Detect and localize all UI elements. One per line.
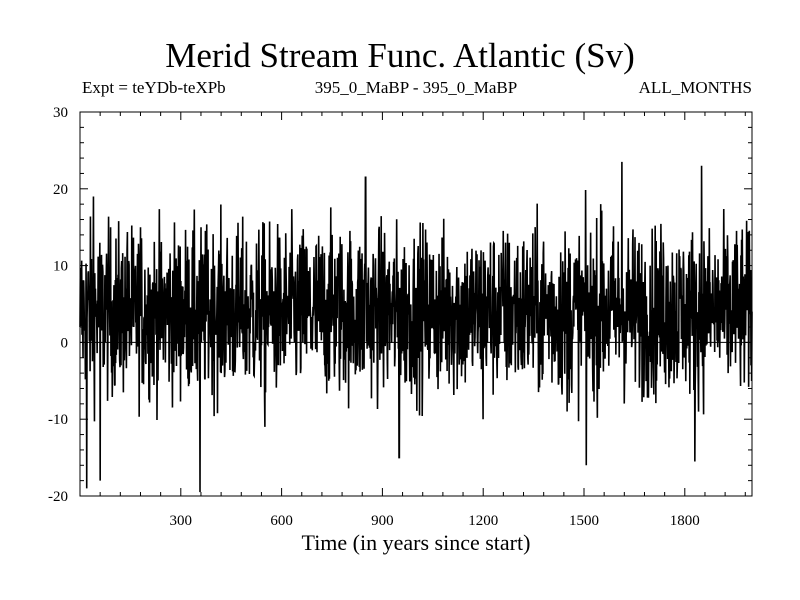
y-tick-label: 0: [61, 335, 69, 351]
chart-title: Merid Stream Func. Atlantic (Sv): [165, 36, 635, 75]
x-tick-label: 1200: [468, 513, 498, 529]
x-axis-label: Time (in years since start): [301, 530, 531, 555]
plot-frame: [79, 111, 753, 497]
series-line: [79, 161, 753, 493]
x-tick-label: 600: [270, 513, 293, 529]
x-tick-label: 1800: [670, 513, 700, 529]
y-tick-label: 10: [53, 259, 68, 275]
y-tick-label: 30: [53, 105, 68, 121]
y-tick-label: -10: [48, 412, 68, 428]
x-tick-label: 900: [371, 513, 394, 529]
x-tick-label: 1500: [569, 513, 599, 529]
x-tick-label: 300: [170, 513, 193, 529]
y-tick-label: -20: [48, 489, 68, 505]
months-label: ALL_MONTHS: [638, 78, 752, 97]
experiment-label: Expt = teYDb-teXPb: [82, 78, 226, 97]
y-tick-label: 20: [53, 182, 68, 198]
period-label: 395_0_MaBP - 395_0_MaBP: [314, 78, 518, 97]
